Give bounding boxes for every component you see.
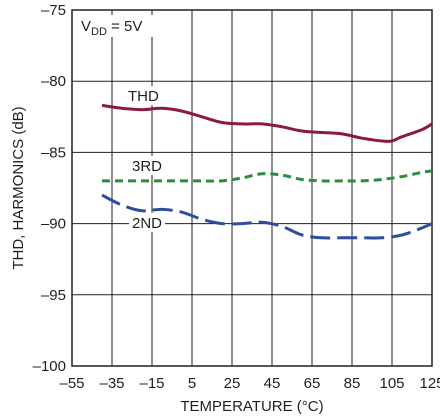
series-line-thd (101, 103, 433, 143)
series-label-thd: THD (128, 88, 159, 105)
tick-labels: –55 –35 –15 5 25 45 65 85 105 125 –100 –95 –90 –85 –80… (33, 2, 440, 392)
x-tick-label: –55 (59, 375, 84, 392)
y-tick-label: –85 (41, 144, 66, 161)
series-labels: THD 3RD 2ND (125, 86, 165, 232)
x-tick-label: 85 (344, 375, 361, 392)
y-tick-label: –75 (41, 2, 66, 19)
y-tick-label: –100 (33, 358, 66, 375)
series-label-3rd: 3RD (132, 158, 162, 175)
series-lines (101, 103, 433, 240)
x-tick-label: 5 (188, 375, 196, 392)
x-tick-label: –35 (99, 375, 124, 392)
series-line-3rd (101, 169, 433, 183)
grid (71, 9, 433, 367)
y-tick-label: –80 (41, 73, 66, 90)
x-tick-label: –15 (139, 375, 164, 392)
plot-frame (71, 9, 433, 367)
x-tick-label: 25 (224, 375, 241, 392)
vdd-annotation: VDD = 5V (78, 15, 160, 38)
series-label-background (125, 86, 161, 106)
y-axis-title: THD, HARMONICS (dB) (10, 106, 27, 269)
x-tick-label: 65 (304, 375, 321, 392)
y-tick-label: –90 (41, 216, 66, 233)
series-label-2nd: 2ND (132, 215, 162, 232)
vdd-annotation-background (78, 15, 160, 37)
y-tick-label: –95 (41, 287, 66, 304)
series-label-background (129, 212, 165, 232)
x-axis-title: TEMPERATURE (°C) (180, 398, 323, 415)
x-tick-label: 45 (264, 375, 281, 392)
series-label-background (129, 155, 165, 175)
vdd-annotation-text: VDD = 5V (81, 18, 142, 38)
x-tick-label: 125 (419, 375, 440, 392)
x-tick-label: 105 (379, 375, 404, 392)
series-line-2nd (101, 193, 433, 240)
